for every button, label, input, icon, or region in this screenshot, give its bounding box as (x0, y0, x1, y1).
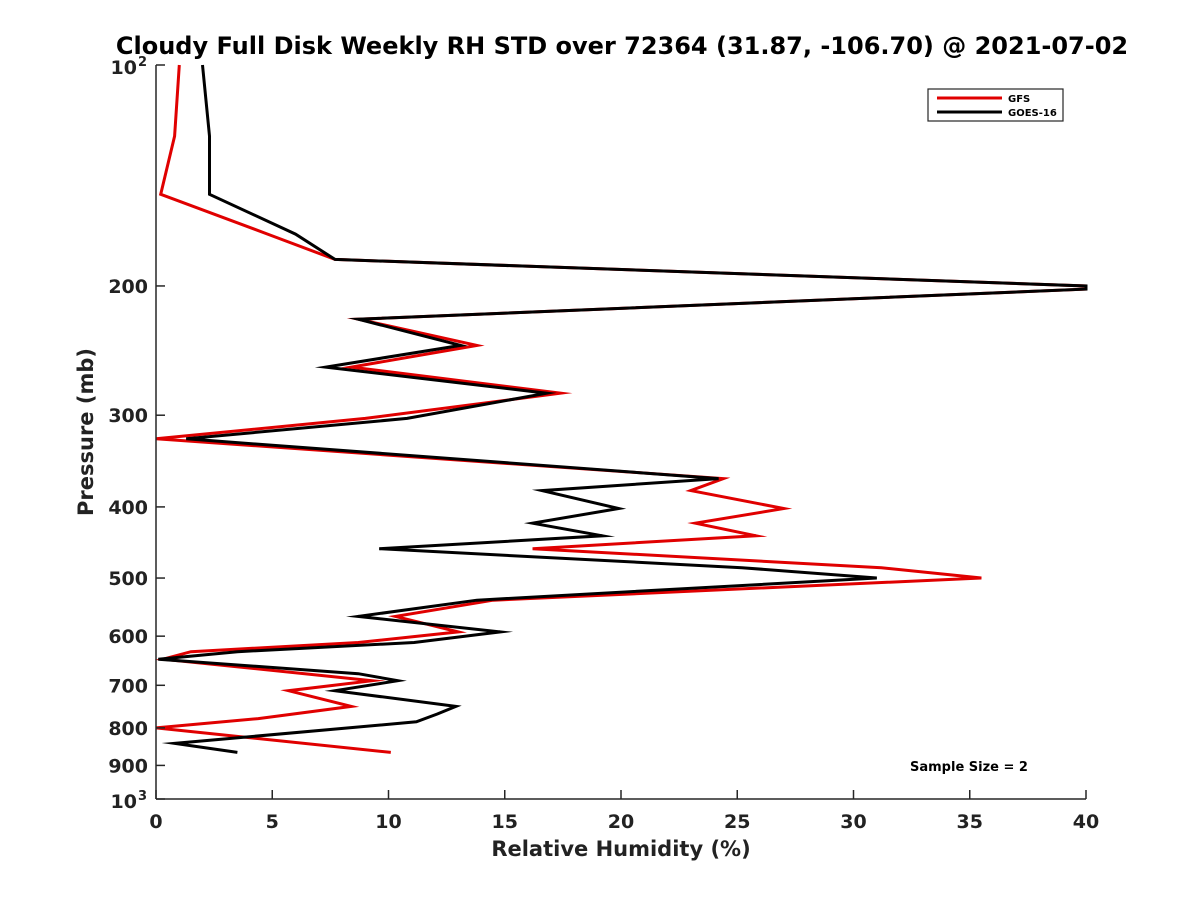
x-tick-label: 5 (266, 811, 279, 833)
legend-label: GOES-16 (1008, 108, 1057, 119)
y-tick-label: 400 (108, 497, 148, 519)
y-tick-label: 600 (108, 626, 148, 648)
legend-box (927, 88, 1064, 122)
y-tick-label: 800 (108, 718, 148, 740)
y-tick-label: 300 (108, 405, 148, 427)
y-tick-label: 200 (108, 276, 148, 298)
y-tick-label-exponent: 3 (138, 789, 147, 804)
y-tick-label: 500 (108, 568, 148, 590)
y-tick-label: 700 (108, 675, 148, 697)
y-tick-label-exponent: 2 (138, 55, 147, 70)
x-axis-label: Relative Humidity (%) (491, 837, 750, 861)
y-tick-label: 10 (111, 791, 137, 813)
x-tick-label: 30 (840, 811, 866, 833)
y-axis-label: Pressure (mb) (74, 348, 98, 516)
x-tick-label: 10 (375, 811, 401, 833)
series-line-goes-16 (158, 64, 1088, 754)
x-tick-label: 35 (957, 811, 983, 833)
series-layer (154, 64, 1088, 754)
sample-size-annotation: Sample Size = 2 (910, 760, 1028, 775)
x-tick-label: 0 (149, 811, 162, 833)
x-tick-label: 20 (608, 811, 634, 833)
y-tick-label: 900 (108, 755, 148, 777)
x-tick-label: 15 (492, 811, 518, 833)
legend-label: GFS (1008, 94, 1030, 105)
x-tick-label: 40 (1073, 811, 1099, 833)
chart-title: Cloudy Full Disk Weekly RH STD over 7236… (116, 32, 1128, 60)
x-tick-label: 25 (724, 811, 750, 833)
y-tick-label: 10 (111, 57, 137, 79)
legend: GFS GOES-16 (927, 88, 1064, 122)
plot-area (154, 64, 1088, 800)
x-axis-ticks: 0 5 10 15 20 25 30 35 40 (149, 790, 1099, 833)
